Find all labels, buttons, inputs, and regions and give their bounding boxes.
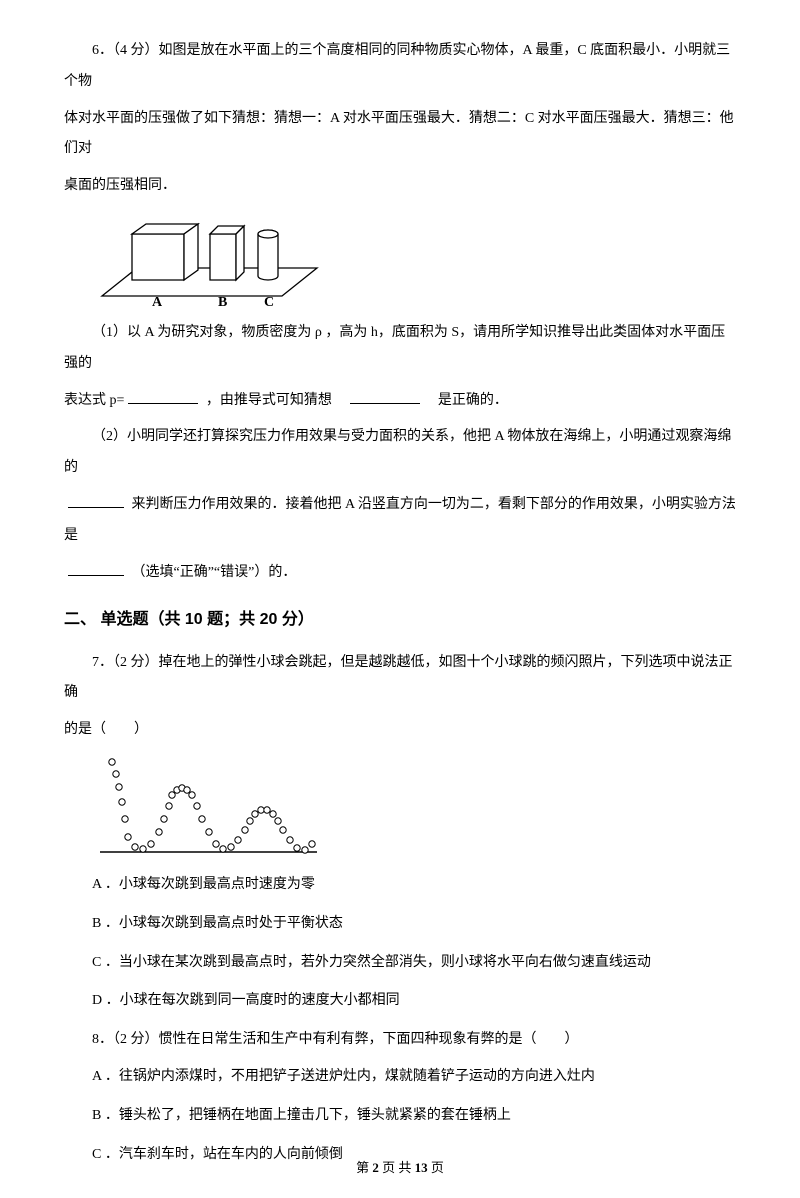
page-footer: 第 2 页 共 13 页	[0, 1154, 800, 1183]
q6-label-c: C	[264, 295, 274, 308]
footer-suffix: 页	[428, 1160, 444, 1175]
q7-option-c[interactable]: C ．当小球在某次跳到最高点时，若外力突然全部消失，则小球将水平向右做匀速直线运…	[64, 948, 736, 979]
q7-stem-text1: 掉在地上的弹性小球会跳起，但是越跳越低，如图十个小球跳的频闪照片，下列选项中说法…	[64, 655, 733, 701]
q6-sub2-line2: 来判断压力作用效果的．接着他把 A 沿竖直方向一切为二，看剩下部分的作用效果，小…	[64, 490, 736, 552]
section-2-title: 二、 单选题（共 10 题；共 20 分）	[64, 602, 736, 637]
q6-label-b: B	[218, 295, 227, 308]
q6-sub1-line1: （1）以 A 为研究对象，物质密度为 ρ ，高为 h，底面积为 S，请用所学知识…	[64, 318, 736, 380]
q8-option-b[interactable]: B ．锤头松了，把锤柄在地面上撞击几下，锤头就紧紧的套在锤柄上	[64, 1101, 736, 1132]
footer-prefix: 第	[356, 1160, 372, 1175]
footer-mid: 页 共	[379, 1160, 415, 1175]
q6-sub1-line2: 表达式 p= ，由推导式可知猜想 是正确的．	[64, 386, 736, 417]
q7-number: 7．（2 分）	[92, 655, 159, 670]
q7-stem-line2: 的是（ ）	[64, 715, 736, 746]
q6-sub2-a: 来判断压力作用效果的．接着他把 A 沿竖直方向一切为二，看剩下部分的作用效果，小…	[64, 497, 736, 543]
q7-option-a[interactable]: A ．小球每次跳到最高点时速度为零	[64, 870, 736, 901]
blank-method-correct[interactable]	[68, 559, 124, 576]
q7-figure	[92, 752, 736, 860]
q6-sub2-c: （选填“正确”“错误”）的．	[132, 565, 297, 580]
footer-total: 13	[415, 1160, 428, 1175]
q7-option-b[interactable]: B ．小球每次跳到最高点时处于平衡状态	[64, 909, 736, 940]
blank-p-expression[interactable]	[128, 387, 198, 404]
q7-option-d[interactable]: D ．小球在每次跳到同一高度时的速度大小都相同	[64, 986, 736, 1017]
q6-number: 6．（4 分）	[92, 43, 159, 58]
q6-stem-text1: 如图是放在水平面上的三个高度相同的同种物质实心物体，A 最重，C 底面积最小．小…	[64, 43, 730, 89]
q6-sub1-a: 表达式 p=	[64, 393, 124, 408]
q8-stem-text: 惯性在日常生活和生产中有利有弊，下面四种现象有弊的是（ ）	[159, 1032, 579, 1047]
q8-stem: 8．（2 分）惯性在日常生活和生产中有利有弊，下面四种现象有弊的是（ ）	[64, 1025, 736, 1056]
q8-number: 8．（2 分）	[92, 1032, 159, 1047]
q6-label-a: A	[152, 295, 163, 308]
q6-sub2-line3: （选填“正确”“错误”）的．	[64, 558, 736, 589]
q8-option-a[interactable]: A ．往锅炉内添煤时，不用把铲子送进炉灶内，煤就随着铲子运动的方向进入灶内	[64, 1062, 736, 1093]
q6-stem-line3: 桌面的压强相同．	[64, 171, 736, 202]
q6-sub1-b: ，由推导式可知猜想	[206, 393, 332, 408]
q6-sub1-c: 是正确的．	[438, 393, 508, 408]
q7-stem-line1: 7．（2 分）掉在地上的弹性小球会跳起，但是越跳越低，如图十个小球跳的频闪照片，…	[64, 648, 736, 710]
blank-guess-correct[interactable]	[350, 387, 420, 404]
q6-sub2-line1: （2）小明同学还打算探究压力作用效果与受力面积的关系，他把 A 物体放在海绵上，…	[64, 422, 736, 484]
q6-stem-line1: 6．（4 分）如图是放在水平面上的三个高度相同的同种物质实心物体，A 最重，C …	[64, 36, 736, 98]
q6-figure: A B C	[92, 208, 736, 308]
blank-sponge-observe[interactable]	[68, 491, 124, 508]
q6-stem-line2: 体对水平面的压强做了如下猜想：猜想一：A 对水平面压强最大．猜想二：C 对水平面…	[64, 104, 736, 166]
